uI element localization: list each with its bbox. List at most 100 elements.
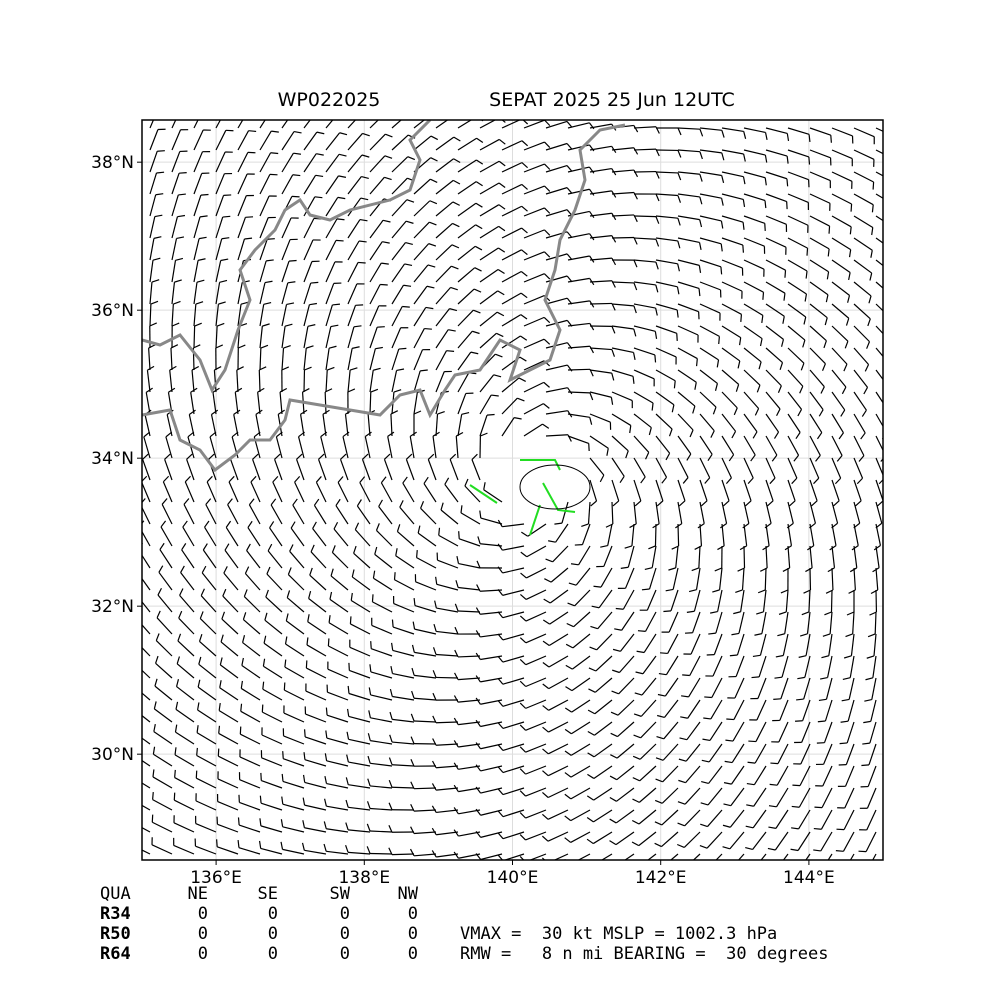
wind-barb bbox=[638, 787, 657, 803]
wind-barb bbox=[775, 809, 789, 829]
wind-barb bbox=[347, 240, 360, 261]
wind-barb-tick bbox=[272, 475, 279, 483]
wind-barb bbox=[391, 156, 409, 173]
wind-barb-tick bbox=[589, 345, 595, 354]
wind-barb bbox=[502, 765, 525, 774]
wind-barb-tick bbox=[452, 222, 460, 228]
wind-barb-tick bbox=[737, 360, 741, 369]
wind-barb bbox=[501, 205, 522, 217]
wind-barb-tick bbox=[742, 199, 746, 208]
wind-barb bbox=[797, 831, 811, 851]
wind-barb-tick bbox=[820, 386, 825, 394]
wind-barb bbox=[710, 699, 723, 720]
wind-barb bbox=[787, 369, 804, 387]
wind-barb-tick bbox=[497, 611, 504, 619]
wind-barb bbox=[567, 391, 591, 394]
wind-barb bbox=[765, 369, 782, 387]
wind-barb bbox=[655, 413, 673, 430]
wind-barb-tick bbox=[808, 134, 811, 142]
wind-barb-tick bbox=[835, 872, 843, 873]
wind-barb bbox=[827, 853, 833, 860]
wind-barb-tick bbox=[409, 848, 415, 857]
wind-barb bbox=[350, 623, 371, 635]
wind-barb-tick bbox=[179, 171, 187, 174]
wind-barb-tick bbox=[816, 432, 823, 440]
wind-barb bbox=[831, 567, 834, 591]
wind-barb-tick bbox=[426, 285, 435, 289]
wind-barb-tick bbox=[290, 521, 296, 529]
wind-barb bbox=[305, 690, 327, 701]
wind-barb-tick bbox=[612, 669, 620, 674]
wind-barb bbox=[435, 244, 453, 261]
wind-barb bbox=[145, 392, 151, 415]
wind-barb bbox=[675, 545, 679, 568]
wind-barb bbox=[677, 501, 683, 524]
wind-barb-tick bbox=[634, 500, 642, 507]
wind-barb bbox=[391, 348, 400, 371]
wind-barb bbox=[391, 327, 402, 349]
wind-barb bbox=[760, 853, 767, 860]
wind-barb-tick bbox=[134, 656, 137, 663]
wind-barb-tick bbox=[473, 288, 482, 293]
wind-barb-tick bbox=[384, 176, 392, 181]
wind-barb-tick bbox=[864, 699, 872, 702]
wind-barb bbox=[548, 721, 569, 733]
wind-barb-tick bbox=[564, 707, 572, 713]
wind-barb bbox=[160, 526, 173, 547]
wind-barb bbox=[380, 482, 393, 503]
wind-barb bbox=[721, 501, 728, 524]
wind-barb-tick bbox=[497, 566, 504, 574]
wind-barb bbox=[809, 391, 824, 411]
wind-barb bbox=[159, 549, 173, 569]
wind-barb bbox=[616, 765, 635, 781]
wind-barb bbox=[567, 300, 590, 305]
wind-barb-tick bbox=[476, 159, 484, 165]
wind-barb bbox=[221, 618, 239, 635]
wind-barb bbox=[589, 167, 612, 173]
wind-barb bbox=[142, 827, 151, 833]
wind-barb-tick bbox=[346, 731, 350, 740]
wind-barb-tick bbox=[266, 566, 271, 575]
wind-barb bbox=[638, 831, 657, 847]
wind-barb-tick bbox=[241, 657, 244, 666]
wind-barb bbox=[289, 550, 305, 569]
wind-barb bbox=[764, 567, 767, 591]
wind-barb-tick bbox=[519, 790, 526, 797]
wind-barb bbox=[672, 567, 679, 590]
wind-barb-tick bbox=[405, 220, 414, 224]
wind-barb bbox=[589, 145, 612, 151]
wind-barb-tick bbox=[460, 505, 463, 513]
wind-barb bbox=[303, 326, 309, 349]
wind-barb bbox=[218, 710, 239, 723]
wind-barb bbox=[567, 122, 590, 129]
wind-barb bbox=[193, 216, 201, 239]
wind-barb-tick bbox=[142, 453, 149, 460]
wind-barb bbox=[218, 732, 239, 745]
wind-barb-tick bbox=[396, 368, 405, 372]
wind-barb-tick bbox=[840, 409, 846, 417]
wind-barb-tick bbox=[609, 818, 617, 824]
wind-barb-tick bbox=[587, 709, 596, 715]
wind-barb-tick bbox=[242, 635, 246, 643]
wind-barb-tick bbox=[769, 477, 776, 485]
wind-barb-tick bbox=[519, 856, 525, 860]
wind-barb-tick bbox=[153, 236, 162, 239]
wind-barb bbox=[875, 347, 883, 358]
wind-barb-tick bbox=[388, 825, 393, 833]
wind-barb bbox=[525, 699, 547, 709]
wind-barb bbox=[391, 786, 415, 789]
wind-barb bbox=[743, 479, 752, 502]
wind-barb bbox=[765, 325, 784, 340]
wind-barb bbox=[149, 151, 158, 173]
wind-barb bbox=[850, 633, 855, 656]
wind-barb bbox=[303, 261, 313, 283]
wind-barb-tick bbox=[640, 476, 646, 484]
wind-barb bbox=[502, 787, 525, 796]
wind-barb-tick bbox=[791, 827, 799, 830]
wind-barb bbox=[218, 755, 239, 767]
wind-barb-tick bbox=[362, 132, 370, 137]
wind-barb-tick bbox=[738, 337, 742, 346]
wind-barb bbox=[315, 481, 327, 503]
wind-barb-tick bbox=[834, 477, 842, 485]
wind-barb bbox=[831, 479, 840, 502]
